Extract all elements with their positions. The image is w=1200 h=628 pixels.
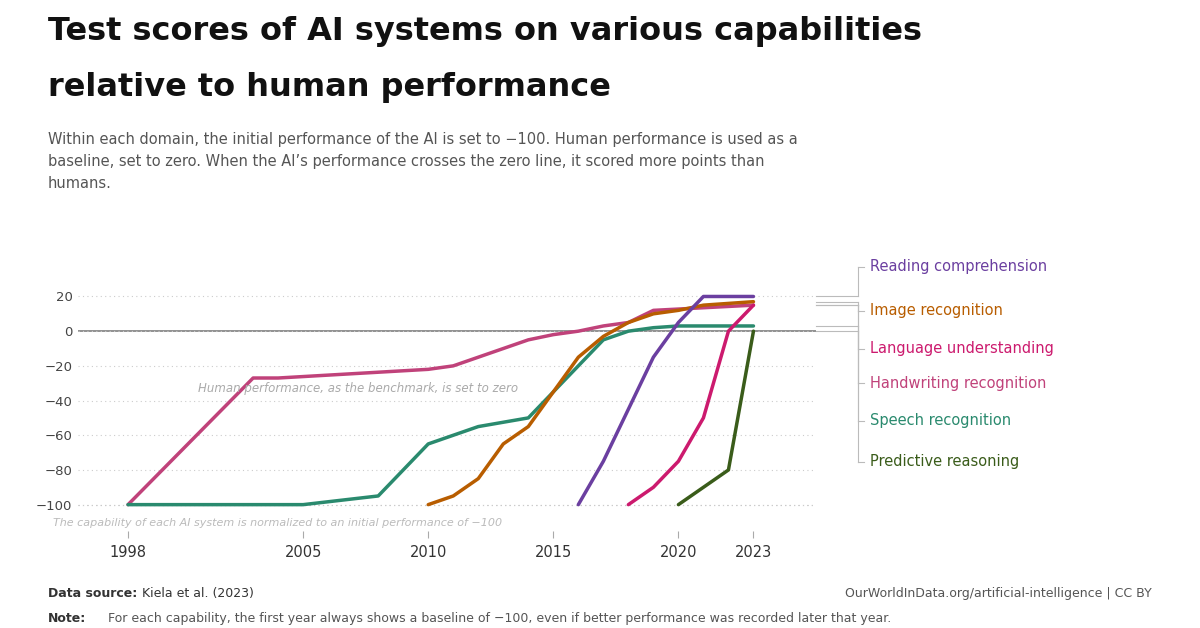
- Text: Reading comprehension: Reading comprehension: [870, 259, 1048, 274]
- Text: Handwriting recognition: Handwriting recognition: [870, 376, 1046, 391]
- Text: Human performance, as the benchmark, is set to zero: Human performance, as the benchmark, is …: [198, 382, 518, 394]
- Text: Language understanding: Language understanding: [870, 341, 1054, 356]
- Text: Note:: Note:: [48, 612, 86, 625]
- Text: Kiela et al. (2023): Kiela et al. (2023): [138, 587, 254, 600]
- Text: Within each domain, the initial performance of the AI is set to −100. Human perf: Within each domain, the initial performa…: [48, 132, 798, 192]
- Text: Speech recognition: Speech recognition: [870, 413, 1012, 428]
- Text: The capability of each AI system is normalized to an initial performance of −100: The capability of each AI system is norm…: [53, 518, 502, 528]
- Text: in Data: in Data: [1086, 62, 1144, 76]
- Text: Our World: Our World: [1075, 31, 1154, 45]
- Text: OurWorldInData.org/artificial-intelligence | CC BY: OurWorldInData.org/artificial-intelligen…: [845, 587, 1152, 600]
- Text: Test scores of AI systems on various capabilities: Test scores of AI systems on various cap…: [48, 16, 922, 46]
- Text: Image recognition: Image recognition: [870, 303, 1003, 318]
- Text: For each capability, the first year always shows a baseline of −100, even if bet: For each capability, the first year alwa…: [104, 612, 892, 625]
- Text: Data source:: Data source:: [48, 587, 137, 600]
- Text: Predictive reasoning: Predictive reasoning: [870, 454, 1019, 469]
- Text: relative to human performance: relative to human performance: [48, 72, 611, 103]
